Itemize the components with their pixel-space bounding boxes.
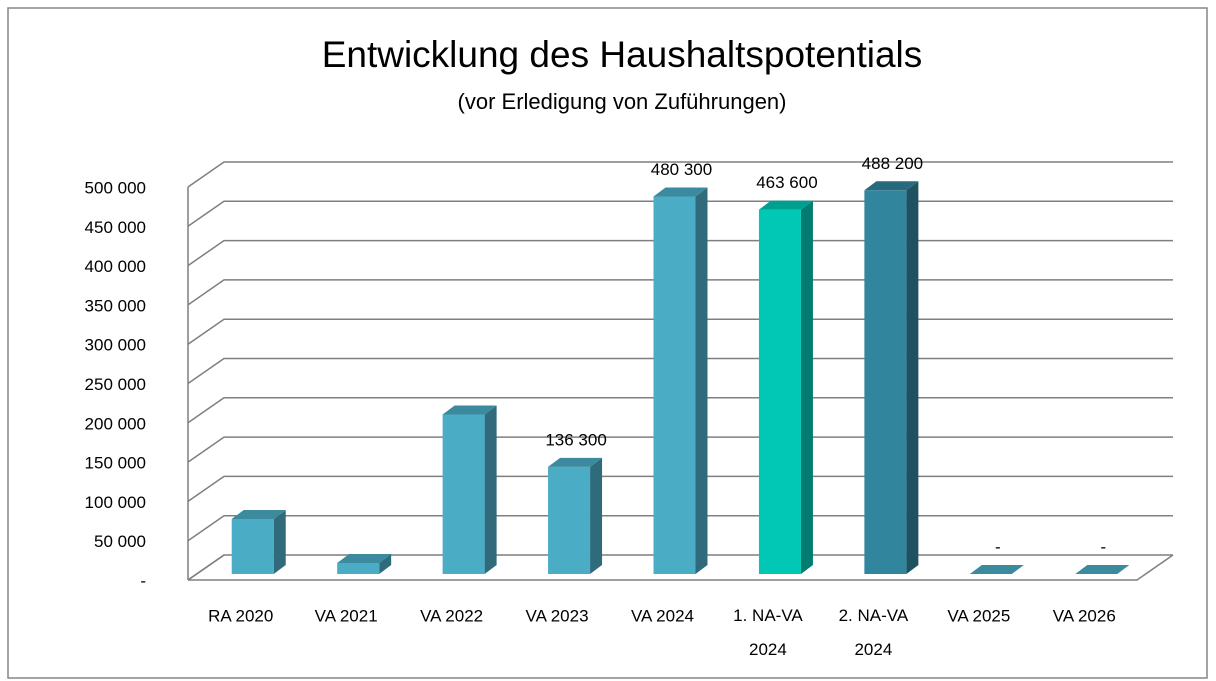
grid-line	[187, 475, 1173, 503]
chart-subtitle: (vor Erledigung von Zuführungen)	[458, 89, 787, 114]
grid-line	[187, 239, 1173, 267]
bar	[758, 200, 813, 574]
bar-front	[442, 414, 485, 574]
x-tick-label: RA 2020	[208, 606, 273, 625]
y-tick-label: 500 000	[85, 178, 146, 197]
bar-top	[442, 405, 497, 415]
bar-top	[337, 553, 392, 563]
x-tick-label: 2. NA-VA 2024	[839, 606, 909, 659]
bar-top	[653, 187, 708, 197]
x-tick-label: VA 2023	[526, 606, 589, 625]
value-label: 136 300	[545, 430, 606, 449]
grid-line	[187, 554, 1173, 581]
y-tick-label: 350 000	[85, 296, 146, 315]
y-tick-label: 300 000	[85, 336, 146, 355]
y-tick-label: 250 000	[85, 375, 146, 394]
x-tick-label: VA 2024	[631, 606, 694, 625]
x-tick-label: VA 2021	[315, 606, 378, 625]
x-tick-label: VA 2026	[1053, 606, 1116, 625]
bar-top	[864, 181, 919, 191]
y-tick-label: 200 000	[85, 414, 146, 433]
bar	[548, 457, 603, 574]
bar	[442, 405, 497, 574]
grid-line	[187, 200, 1173, 227]
x-tick-label: 1. NA-VA 2024	[733, 606, 803, 659]
bar	[864, 181, 919, 575]
x-tick-label-line: 2024	[749, 640, 787, 659]
floor-edge	[188, 554, 1174, 581]
x-tick-label: VA 2022	[420, 606, 483, 625]
grid-line	[187, 161, 1173, 188]
x-tick-label-line: 2024	[854, 640, 892, 659]
bar-side	[695, 187, 708, 575]
grid-line	[187, 514, 1173, 542]
bar-front	[231, 518, 274, 574]
bar-side	[800, 200, 813, 574]
value-label: -	[1100, 537, 1106, 556]
bar-front	[337, 562, 380, 574]
bar-side	[484, 405, 497, 574]
y-tick-label: -	[140, 571, 146, 590]
bar-top	[231, 509, 286, 519]
bar-front	[653, 196, 696, 575]
y-tick-label: 50 000	[94, 532, 146, 551]
x-tick-label: VA 2025	[947, 606, 1010, 625]
value-label: -	[995, 537, 1001, 556]
x-tick-label-line: 1. NA-VA	[733, 606, 803, 625]
bar-front	[548, 466, 591, 574]
bar	[1075, 565, 1130, 574]
x-tick-label-line: 2. NA-VA	[839, 606, 909, 625]
bar-top	[758, 200, 813, 210]
y-tick-label: 100 000	[85, 493, 146, 512]
bar-front	[758, 209, 801, 574]
grid-line	[187, 357, 1173, 385]
bar-top	[969, 565, 1024, 574]
y-tick-label: 400 000	[85, 257, 146, 276]
value-label: 480 300	[651, 160, 712, 179]
bar-side	[379, 553, 392, 574]
chart-title: Entwicklung des Haushaltspotentials	[322, 34, 923, 75]
bar-top	[548, 457, 603, 467]
value-label: 463 600	[756, 173, 817, 192]
grid-line	[187, 318, 1173, 345]
bar	[969, 565, 1024, 574]
grid-line	[187, 397, 1173, 424]
bar-top	[1075, 565, 1130, 574]
y-tick-label: 450 000	[85, 218, 146, 237]
bar-front	[864, 190, 907, 575]
y-tick-label: 150 000	[85, 454, 146, 473]
bar	[337, 553, 392, 574]
bar-side	[273, 509, 286, 574]
bar	[653, 187, 708, 575]
bar-side	[906, 181, 919, 575]
grid-line	[187, 436, 1173, 463]
grid-line	[187, 279, 1173, 306]
value-label: 488 200	[862, 154, 923, 173]
bar	[231, 509, 286, 574]
bar-side	[590, 457, 603, 574]
